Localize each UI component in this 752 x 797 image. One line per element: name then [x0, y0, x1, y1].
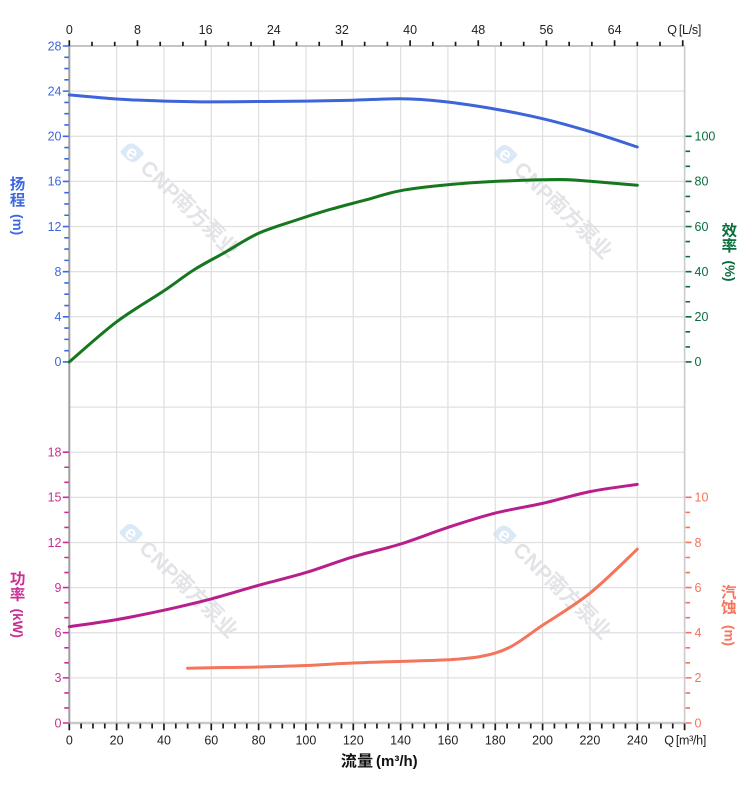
svg-text:Q [m³/h]: Q [m³/h]	[664, 734, 706, 748]
svg-text:6: 6	[55, 626, 62, 640]
svg-text:15: 15	[48, 491, 62, 505]
svg-text:60: 60	[204, 734, 218, 748]
svg-text:0: 0	[66, 23, 73, 37]
svg-text:8: 8	[134, 23, 141, 37]
svg-text:24: 24	[48, 84, 62, 98]
svg-text:200: 200	[532, 734, 553, 748]
svg-text:180: 180	[485, 734, 506, 748]
svg-text:80: 80	[252, 734, 266, 748]
svg-text:(%): (%)	[722, 261, 737, 282]
svg-text:6: 6	[695, 581, 702, 595]
svg-text:Q [L/s]: Q [L/s]	[667, 23, 701, 37]
svg-text:12: 12	[48, 536, 62, 550]
svg-text:(m³/h): (m³/h)	[376, 753, 418, 770]
svg-text:32: 32	[335, 23, 349, 37]
svg-text:0: 0	[55, 716, 62, 730]
svg-text:3: 3	[55, 671, 62, 685]
svg-text:40: 40	[157, 734, 171, 748]
svg-text:0: 0	[55, 355, 62, 369]
svg-text:60: 60	[695, 220, 709, 234]
svg-text:120: 120	[343, 734, 364, 748]
svg-text:100: 100	[295, 734, 316, 748]
svg-text:4: 4	[55, 310, 62, 324]
svg-text:40: 40	[695, 265, 709, 279]
svg-text:8: 8	[695, 536, 702, 550]
svg-text:(kW): (kW)	[10, 609, 25, 638]
svg-text:48: 48	[471, 23, 485, 37]
svg-text:16: 16	[199, 23, 213, 37]
svg-text:9: 9	[55, 581, 62, 595]
svg-text:20: 20	[110, 734, 124, 748]
svg-text:18: 18	[48, 446, 62, 460]
svg-text:12: 12	[48, 220, 62, 234]
svg-text:220: 220	[579, 734, 600, 748]
svg-text:0: 0	[66, 734, 73, 748]
svg-text:4: 4	[695, 626, 702, 640]
svg-text:8: 8	[55, 265, 62, 279]
svg-text:28: 28	[48, 39, 62, 53]
svg-text:(m): (m)	[721, 625, 736, 646]
svg-text:0: 0	[695, 355, 702, 369]
svg-text:20: 20	[48, 130, 62, 144]
svg-text:64: 64	[608, 23, 622, 37]
svg-text:20: 20	[695, 310, 709, 324]
svg-text:2: 2	[695, 671, 702, 685]
svg-text:56: 56	[539, 23, 553, 37]
svg-text:(m): (m)	[10, 214, 25, 235]
svg-text:24: 24	[267, 23, 281, 37]
svg-text:100: 100	[695, 130, 716, 144]
svg-text:80: 80	[695, 175, 709, 189]
svg-text:16: 16	[48, 175, 62, 189]
svg-text:160: 160	[437, 734, 458, 748]
svg-text:40: 40	[403, 23, 417, 37]
svg-text:10: 10	[695, 491, 709, 505]
svg-text:0: 0	[695, 716, 702, 730]
svg-text:240: 240	[627, 734, 648, 748]
svg-text:140: 140	[390, 734, 411, 748]
